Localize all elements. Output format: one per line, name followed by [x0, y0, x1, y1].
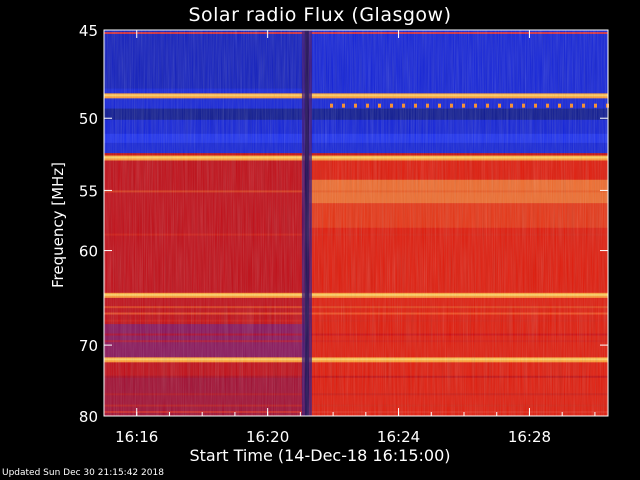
- y-tick-label: 50: [79, 110, 98, 128]
- plot-frame: [103, 29, 609, 417]
- update-timestamp: Updated Sun Dec 30 21:15:42 2018: [2, 468, 164, 478]
- x-tick-label: 16:16: [115, 428, 158, 446]
- noise-texture: [104, 30, 608, 416]
- spectrogram-plot-area: [104, 30, 609, 416]
- chart-axes: 45 50 55 60 70 80 16:16 16:20 16:24 16:28: [79, 22, 609, 446]
- y-tick-label: 60: [79, 243, 98, 261]
- y-tick-label: 45: [79, 22, 98, 40]
- x-tick-label: 16:24: [377, 428, 420, 446]
- x-axis-label: Start Time (14-Dec-18 16:15:00): [189, 446, 451, 465]
- x-tick-label: 16:28: [508, 428, 551, 446]
- y-tick-label: 80: [79, 408, 98, 426]
- chart-title: Solar radio Flux (Glasgow): [188, 4, 452, 26]
- y-tick-label: 55: [79, 182, 98, 200]
- y-tick-label: 70: [79, 337, 98, 355]
- x-tick-label: 16:20: [246, 428, 289, 446]
